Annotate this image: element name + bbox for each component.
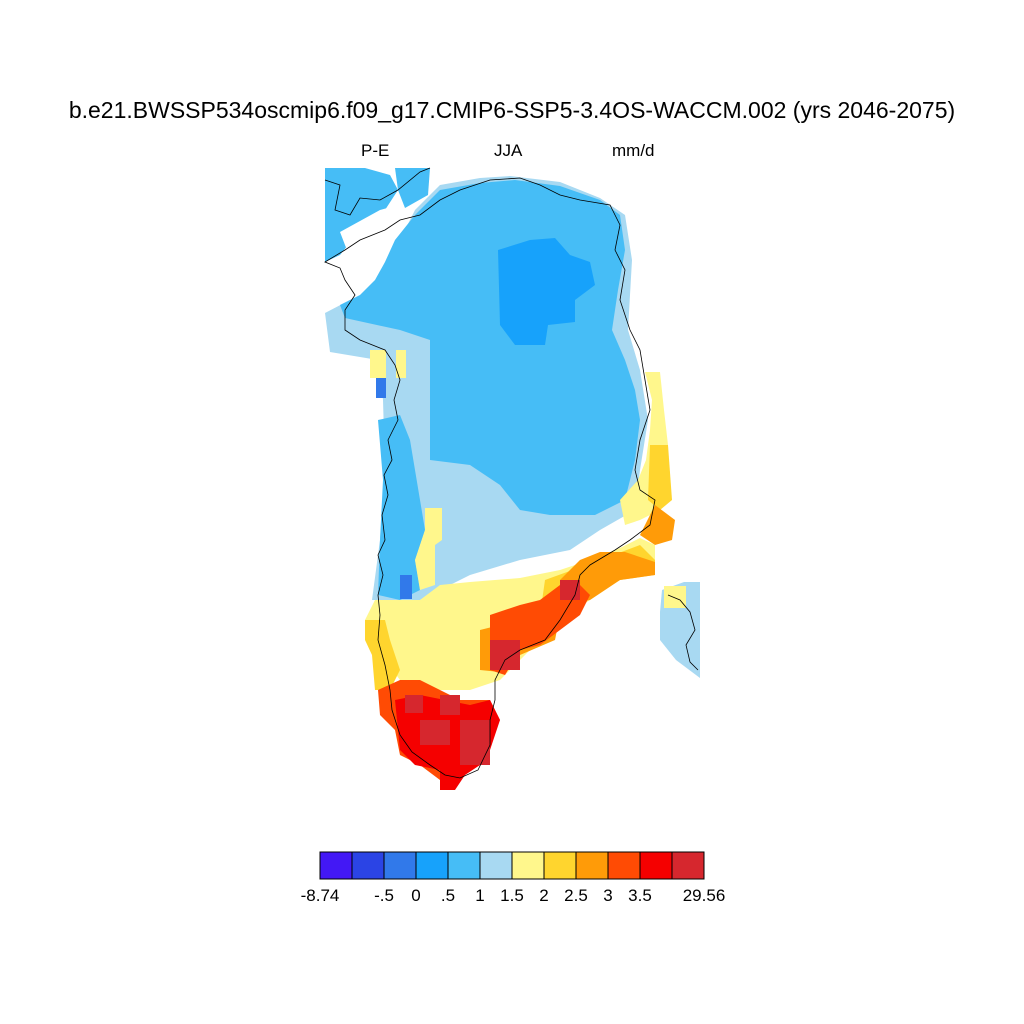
colorbar-swatch bbox=[351, 851, 385, 880]
colorbar bbox=[319, 851, 705, 880]
colorbar-swatch bbox=[607, 851, 641, 880]
colorbar-swatch bbox=[479, 851, 513, 880]
units-label: mm/d bbox=[612, 141, 655, 160]
colorbar-tick-label: .5 bbox=[440, 886, 456, 905]
cell-light-w1 bbox=[386, 350, 396, 380]
cell-dark-blue-2 bbox=[400, 575, 412, 599]
colorbar-tick-label: 1 bbox=[475, 886, 485, 905]
cell-iceland-yellow bbox=[664, 586, 686, 608]
variable-label: P-E bbox=[361, 141, 390, 160]
region-core-blue bbox=[498, 238, 595, 345]
cell-darkred-1 bbox=[490, 640, 520, 670]
colorbar-swatch bbox=[511, 851, 545, 880]
region-east-gold bbox=[648, 445, 672, 510]
cell-darkred-4 bbox=[420, 720, 450, 745]
ice-field bbox=[324, 167, 700, 790]
colorbar-swatch bbox=[639, 851, 673, 880]
region-yellow-w2 bbox=[415, 508, 442, 590]
colorbar-tick-label: 2.5 bbox=[564, 886, 588, 905]
map-title: b.e21.BWSSP534oscmip6.f09_g17.CMIP6-SSP5… bbox=[68, 97, 956, 123]
colorbar-tick-label: 1.5 bbox=[500, 886, 524, 905]
cell-darkred-2 bbox=[560, 580, 580, 600]
colorbar-tick-label: 3 bbox=[603, 886, 613, 905]
colorbar-tick-label: -.5 bbox=[374, 886, 394, 905]
coastline bbox=[324, 167, 699, 779]
cell-darkred-6 bbox=[440, 695, 460, 715]
season-label: JJA bbox=[494, 141, 523, 160]
region-east-orange bbox=[640, 505, 675, 545]
colorbar-swatch bbox=[575, 851, 609, 880]
colorbar-tick-label: 3.5 bbox=[628, 886, 652, 905]
colorbar-swatch bbox=[447, 851, 481, 880]
cell-darkred-3 bbox=[405, 695, 423, 713]
colorbar-swatch bbox=[543, 851, 577, 880]
region-west-coast bbox=[378, 415, 425, 600]
colorbar-swatch bbox=[415, 851, 449, 880]
colorbar-tick-label: 29.56 bbox=[682, 886, 726, 905]
colorbar-tick-label: 0 bbox=[411, 886, 421, 905]
colorbar-tick-label: -8.74 bbox=[300, 886, 340, 905]
colorbar-swatch bbox=[383, 851, 417, 880]
colorbar-tick-label: 2 bbox=[539, 886, 549, 905]
cell-dark-blue-1 bbox=[376, 378, 386, 398]
colorbar-swatch bbox=[671, 851, 705, 880]
region-nw-blue-2 bbox=[395, 168, 430, 208]
cell-darkred-5 bbox=[460, 720, 490, 765]
gap-nw bbox=[340, 205, 398, 258]
colorbar-swatch bbox=[319, 851, 353, 880]
